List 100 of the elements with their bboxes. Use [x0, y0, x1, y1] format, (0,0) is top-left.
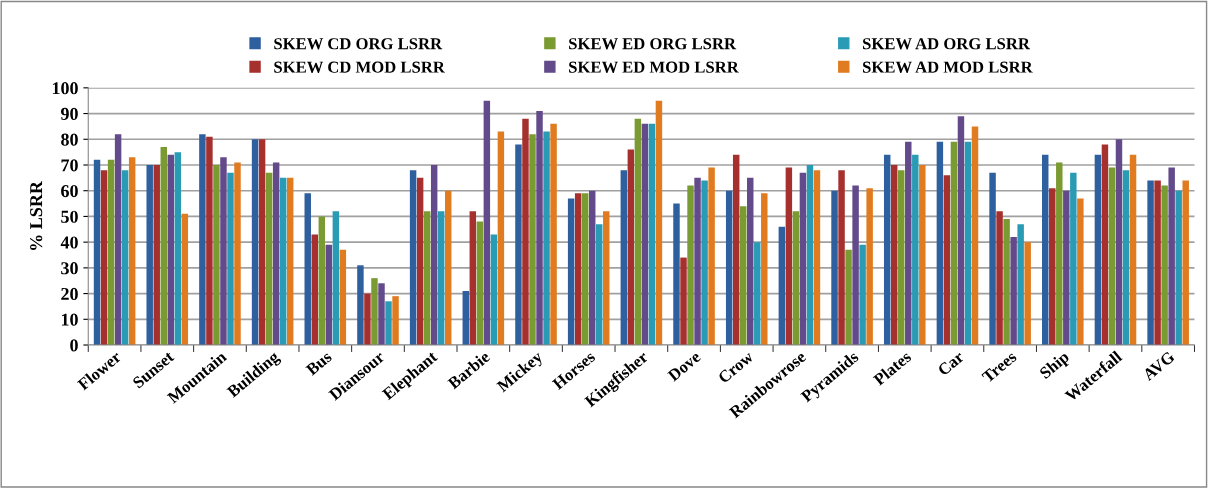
bar [620, 170, 628, 346]
bar [898, 170, 905, 346]
bar [497, 131, 505, 346]
bar [490, 234, 498, 346]
bar [603, 211, 610, 346]
bar [423, 211, 431, 346]
bar [778, 226, 786, 346]
bar [687, 185, 694, 346]
bar [588, 190, 596, 346]
bar [596, 224, 603, 346]
bar [220, 157, 227, 346]
bar [107, 159, 115, 346]
y-tick-label: 10 [61, 313, 78, 326]
bar [1070, 172, 1077, 346]
bar [627, 149, 635, 346]
bar [430, 164, 438, 346]
bar [1182, 180, 1189, 346]
bar [536, 110, 543, 346]
y-axis-title: % LSRR [30, 180, 43, 250]
bar [160, 146, 167, 346]
y-tick-label: 70 [61, 159, 78, 172]
bar [121, 170, 129, 346]
bar [1063, 190, 1070, 346]
bar [286, 177, 294, 346]
bar [385, 301, 392, 346]
bar [641, 123, 649, 346]
bar [1094, 154, 1102, 346]
bar [567, 198, 575, 346]
bar [912, 154, 919, 346]
bar [550, 123, 557, 346]
bar [1129, 154, 1137, 346]
bar [1010, 237, 1017, 346]
bar [673, 203, 680, 346]
bar [227, 172, 234, 346]
bar [1101, 144, 1109, 346]
bar [891, 164, 898, 346]
bar [258, 139, 266, 346]
bar [100, 170, 108, 346]
bar [174, 152, 182, 346]
bar [181, 213, 189, 346]
bar [476, 221, 484, 346]
bar [866, 188, 873, 346]
bar [680, 257, 687, 346]
bar [852, 185, 859, 346]
bar [905, 141, 912, 346]
bar [265, 172, 273, 346]
bar [199, 134, 206, 346]
bar [806, 164, 814, 346]
bar [1115, 139, 1123, 346]
bar [813, 170, 821, 346]
bar [957, 116, 965, 346]
bar [234, 162, 241, 346]
legend-label: SKEW AD MOD LSRR [863, 61, 1033, 73]
bar [648, 123, 656, 346]
bar [919, 164, 926, 346]
bar [304, 193, 311, 346]
bar [93, 159, 101, 346]
bar [845, 249, 852, 346]
bar [838, 170, 845, 346]
y-tick-label: 90 [60, 107, 78, 120]
legend-label: SKEW CD ORG LSRR [274, 38, 443, 50]
bar [1077, 198, 1084, 346]
bar [416, 177, 424, 346]
legend-label: SKEW CD MOD LSRR [274, 61, 446, 73]
y-tick-label: 100 [52, 82, 78, 95]
bar [739, 206, 747, 346]
bar [332, 211, 340, 346]
bar [392, 296, 399, 346]
y-tick-label: 60 [61, 184, 78, 198]
bar [1154, 180, 1161, 346]
legend-label: SKEW AD ORG LSRR [863, 38, 1031, 50]
bar [883, 154, 891, 346]
bar [371, 278, 378, 346]
bar [1042, 154, 1049, 346]
bar [1147, 180, 1154, 346]
bar [128, 157, 136, 346]
bar [318, 216, 326, 346]
bar [409, 170, 417, 346]
bar [357, 265, 364, 346]
bar [325, 244, 333, 346]
bar [462, 291, 470, 346]
bar [725, 190, 733, 346]
bar [1161, 185, 1168, 346]
bar [732, 154, 740, 346]
bar [1168, 167, 1175, 346]
bar [581, 193, 589, 346]
bar [964, 141, 972, 346]
bar [529, 134, 536, 346]
y-tick-label: 80 [61, 133, 78, 146]
bar [971, 126, 979, 346]
bar [996, 211, 1003, 346]
bar [279, 177, 287, 346]
x-tick-label: Car [937, 350, 965, 377]
bar [859, 244, 866, 346]
bar [515, 144, 522, 346]
bar [213, 164, 220, 346]
bar [483, 100, 491, 346]
bar [522, 118, 529, 346]
bar [785, 167, 793, 346]
bar [364, 293, 371, 346]
